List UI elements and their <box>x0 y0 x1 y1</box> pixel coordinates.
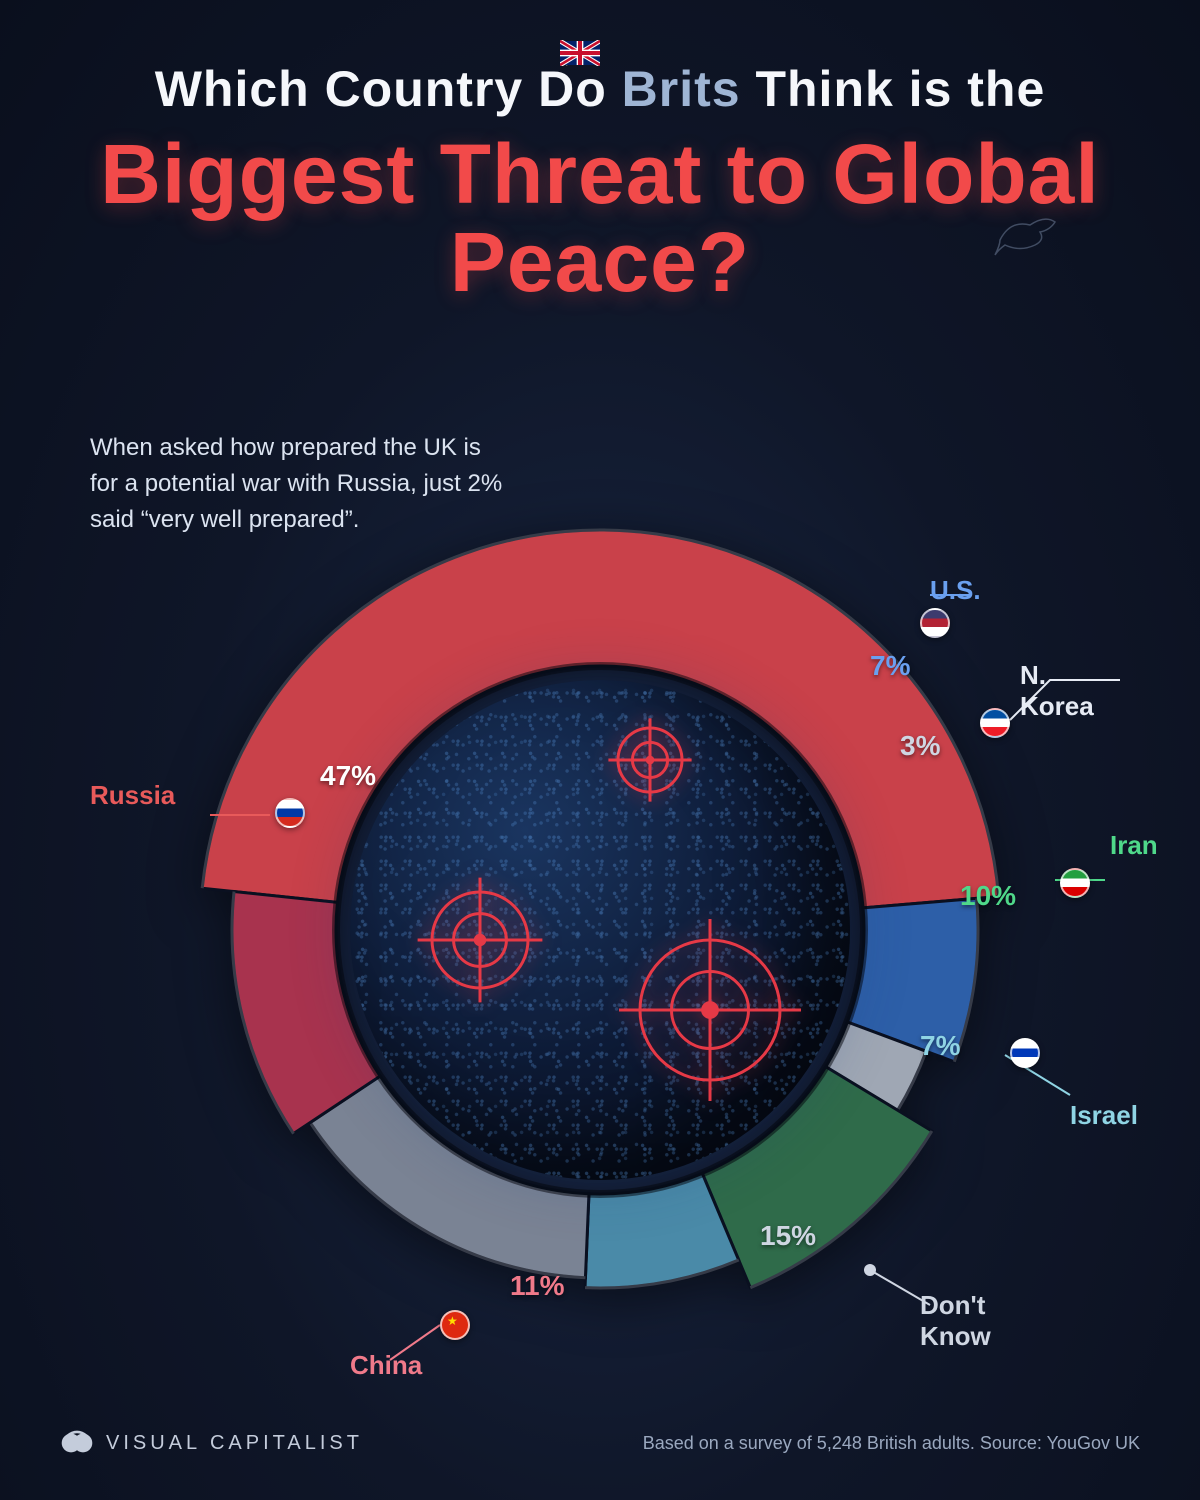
segment-percent: 15% <box>760 1220 816 1252</box>
segment-label: N. Korea <box>1020 660 1094 722</box>
crosshairs-layer <box>350 680 850 1180</box>
brand-name: VISUAL CAPITALIST <box>106 1432 363 1455</box>
title-brits: Brits <box>622 61 741 117</box>
segment-label: Don't Know <box>920 1290 1050 1352</box>
globe-graphic <box>350 680 850 1180</box>
title-block: Which Country Do Brits Think is the Bigg… <box>0 0 1200 306</box>
segment-label: Israel <box>1070 1100 1138 1131</box>
segment-label: U.S. <box>930 575 981 606</box>
brand-logo-icon <box>60 1426 94 1460</box>
crosshair-icon <box>608 718 691 801</box>
flag-icon <box>275 798 305 828</box>
flag-icon <box>920 608 950 638</box>
segment-percent: 7% <box>920 1030 960 1062</box>
flag-icon: ★ <box>440 1310 470 1340</box>
title-post: Think is the <box>741 61 1046 117</box>
segment-percent: 7% <box>870 650 910 682</box>
segment-label: Russia <box>90 780 175 811</box>
segment-percent: 3% <box>900 730 940 762</box>
segment-percent: 10% <box>960 880 1016 912</box>
flag-icon <box>980 708 1010 738</box>
title-line-1: Which Country Do Brits Think is the <box>0 60 1200 118</box>
source-text: Based on a survey of 5,248 British adult… <box>643 1433 1140 1454</box>
segment-percent: 11% <box>510 1270 565 1302</box>
crosshair-icon <box>619 919 801 1101</box>
donut-chart: 47%Russia7%U.S.3%N. Korea10%Iran7%Israel… <box>150 480 1050 1380</box>
brand-logo: VISUAL CAPITALIST <box>60 1426 363 1460</box>
footer: VISUAL CAPITALIST Based on a survey of 5… <box>60 1426 1140 1460</box>
segment-percent: 47% <box>320 760 376 792</box>
segment-label: Iran <box>1110 830 1158 861</box>
flag-icon <box>1060 868 1090 898</box>
crosshair-icon <box>418 878 543 1003</box>
uk-flag-icon <box>560 40 600 66</box>
title-pre: Which Country Do <box>155 61 622 117</box>
flag-icon <box>1010 1038 1040 1068</box>
dove-icon <box>990 210 1060 260</box>
segment-label: China <box>350 1350 422 1381</box>
